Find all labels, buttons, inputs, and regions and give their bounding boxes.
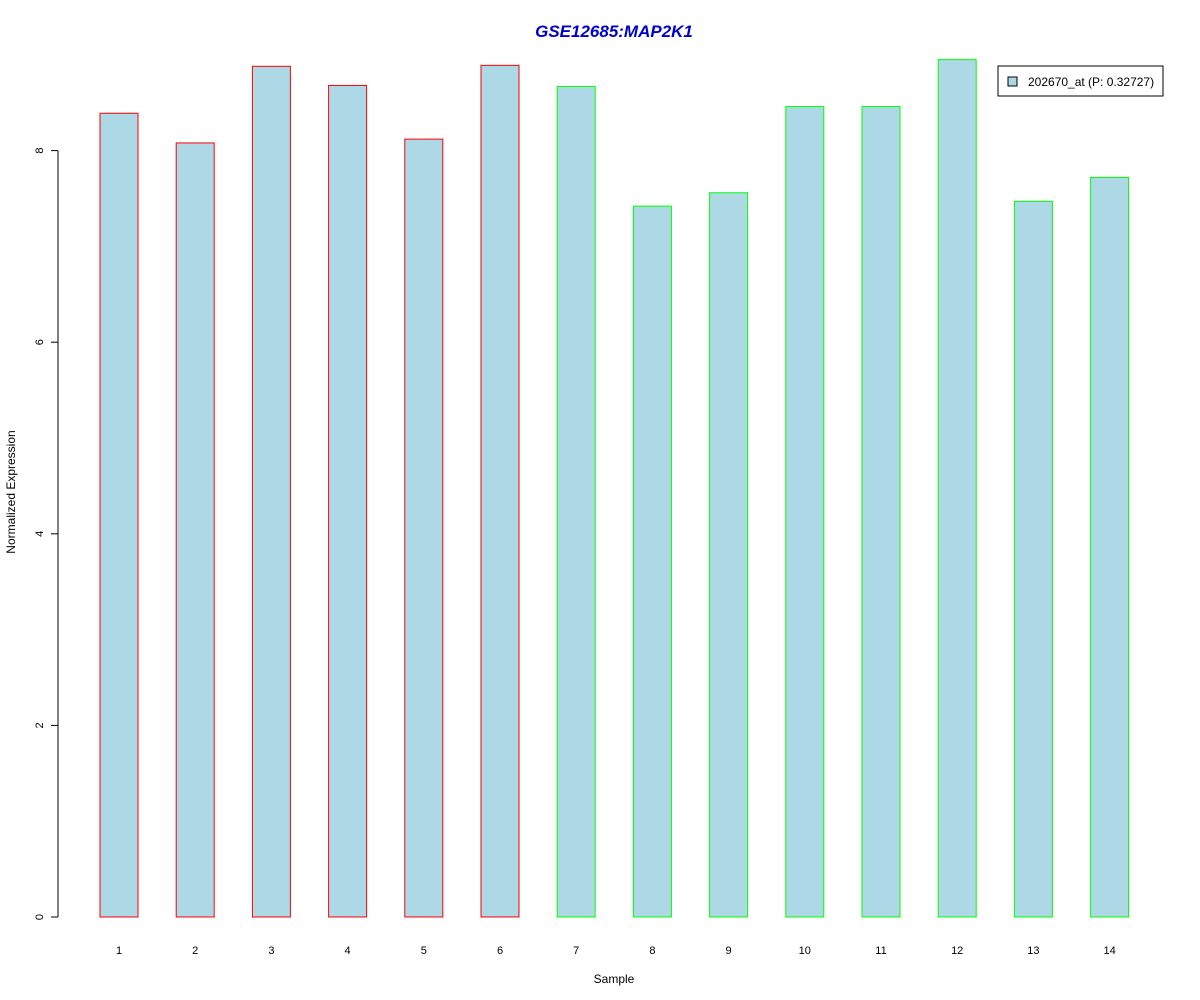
- x-tick-label: 3: [268, 945, 274, 957]
- y-tick-label: 4: [34, 531, 46, 537]
- legend: 202670_at (P: 0.32727): [997, 65, 1164, 97]
- bar-sample-13: [1013, 200, 1053, 918]
- chart-title: GSE12685:MAP2K1: [535, 22, 693, 41]
- x-tick-label: 5: [421, 945, 427, 957]
- bar-sample-1: [99, 112, 139, 918]
- x-tick-label: 7: [573, 945, 579, 957]
- x-tick-label: 2: [192, 945, 198, 957]
- bar-sample-6: [480, 64, 520, 918]
- legend-box: [997, 65, 1164, 97]
- y-tick-label: 6: [34, 339, 46, 345]
- bar-sample-4: [328, 84, 368, 918]
- y-tick-label: 8: [34, 148, 46, 154]
- x-tick-label: 12: [951, 945, 963, 957]
- x-tick-label: 4: [345, 945, 351, 957]
- y-axis-ticks: 0 2 4 6 8: [34, 148, 58, 920]
- bar-sample-14: [1090, 176, 1130, 918]
- x-tick-label: 6: [497, 945, 503, 957]
- x-axis-label: Sample: [594, 972, 635, 986]
- y-axis-label: Normalized Expression: [4, 430, 18, 553]
- bar-sample-12: [937, 59, 977, 918]
- y-tick-label: 2: [34, 722, 46, 728]
- x-axis-tick-labels: 1 2 3 4 5 6 7 8 9 10 11 12 13 14: [116, 945, 1116, 957]
- x-tick-label: 10: [799, 945, 811, 957]
- bar-sample-11: [861, 106, 901, 918]
- x-tick-label: 1: [116, 945, 122, 957]
- x-tick-label: 8: [649, 945, 655, 957]
- bars-group: [99, 59, 1130, 918]
- x-tick-label: 14: [1103, 945, 1115, 957]
- y-tick-label: 0: [34, 914, 46, 920]
- bar-sample-10: [785, 106, 825, 918]
- bar-sample-2: [175, 142, 215, 918]
- x-tick-label: 13: [1027, 945, 1039, 957]
- bar-sample-5: [404, 138, 444, 918]
- x-tick-label: 11: [875, 945, 886, 957]
- legend-label: 202670_at (P: 0.32727): [1028, 75, 1154, 89]
- legend-swatch: [1007, 76, 1018, 87]
- x-tick-label: 9: [726, 945, 732, 957]
- bar-sample-9: [709, 192, 749, 918]
- bar-sample-3: [251, 65, 291, 918]
- bar-sample-8: [632, 205, 672, 918]
- bar-sample-7: [556, 85, 596, 918]
